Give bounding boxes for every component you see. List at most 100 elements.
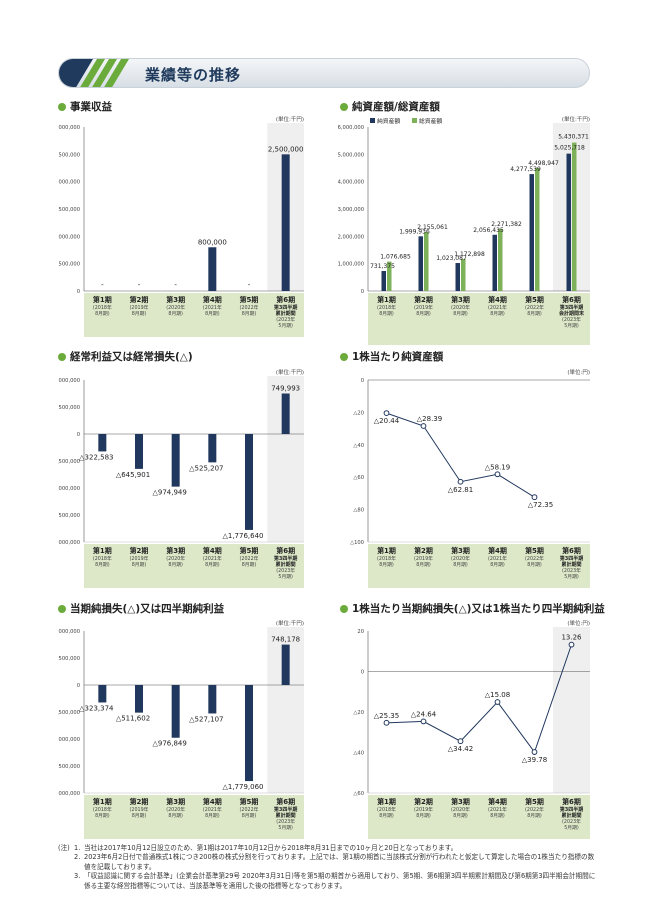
legend-label: 純資産額 [377, 117, 400, 125]
data-label: - [174, 281, 177, 289]
category-sub-label: 8月期) [490, 562, 505, 568]
data-point [457, 738, 464, 745]
data-label: △25.35 [374, 712, 399, 720]
category-label: 第6期 [562, 546, 581, 555]
bullet-dot-icon [340, 102, 348, 111]
category-sub-label: 5月期) [278, 825, 293, 831]
section-header: 業績等の推移 [58, 58, 590, 88]
category-label: 第1期 [377, 797, 396, 806]
category-sub-label: 8月期) [132, 562, 147, 568]
category-sub-label: 8月期) [379, 311, 394, 317]
category-label: 第4期 [488, 295, 507, 304]
category-sub-label: (2021年 [203, 806, 222, 813]
category-sub-label: (2021年 [203, 555, 222, 562]
category-label: 累計期間 [561, 561, 581, 568]
y-tick-label: △80 [353, 508, 364, 514]
data-point [531, 749, 538, 755]
data-label: 800,000 [198, 238, 227, 246]
y-tick-label: 1,000,000 [338, 262, 364, 268]
category-label: 累計期間 [276, 561, 296, 568]
category-sub-label: (2018年 [93, 555, 112, 562]
category-label: 第3期 [451, 546, 470, 555]
highlight-column [553, 627, 590, 793]
data-label: △39.78 [522, 756, 547, 764]
y-tick-label: △500,000 [58, 459, 80, 465]
bar-total-assets [535, 168, 540, 291]
y-tick-label: 500,000 [59, 405, 80, 411]
category-sub-label: (2022年 [525, 555, 544, 562]
category-label: 第5期 [240, 295, 259, 304]
y-tick-label: 500,000 [59, 656, 80, 662]
y-tick-label: △1,000,000 [58, 737, 80, 743]
category-sub-label: 8月期) [132, 813, 147, 819]
data-label: △62.81 [448, 486, 473, 494]
category-sub-label: 8月期) [168, 813, 183, 819]
category-sub-label: (2019年 [414, 304, 433, 311]
data-label: 5,430,371 [558, 134, 589, 141]
data-label: 731,375 [370, 263, 395, 270]
bar-total-assets [572, 142, 577, 291]
footnote-2: 2. 2023年6月2日付で普通株式1株につき200株の株式分割を行っております。… [74, 853, 595, 871]
data-label: 1,076,685 [380, 254, 411, 261]
bar [245, 685, 253, 782]
bar-net-assets [492, 234, 497, 291]
category-label: 累計期間 [561, 812, 581, 819]
y-tick-label: △500,000 [58, 710, 80, 716]
category-sub-label: 8月期) [242, 311, 257, 317]
category-sub-label: (2019年 [414, 806, 433, 813]
category-sub-label: (2021年 [488, 555, 507, 562]
category-band [368, 795, 590, 839]
category-sub-label: (2022年 [240, 304, 259, 311]
category-sub-label: 8月期) [527, 562, 542, 568]
y-tick-label: △1,500,000 [58, 764, 80, 770]
category-sub-label: (2020年 [166, 555, 185, 562]
data-point [494, 471, 501, 478]
category-label: 第4期 [203, 546, 222, 555]
y-tick-label: △60 [353, 791, 364, 797]
category-label: 第5期 [240, 797, 259, 806]
y-tick-label: 1,000,000 [58, 378, 80, 384]
data-point [494, 699, 501, 705]
category-band [84, 293, 304, 337]
footnotes: (注) 1. 当社は2017年10月12日設立のため、第1期は2017年10月12日… [58, 844, 598, 891]
category-sub-label: 8月期) [205, 311, 220, 317]
data-label: △34.42 [448, 745, 473, 753]
y-tick-label: 0 [361, 378, 364, 384]
bar-total-assets [461, 258, 466, 291]
y-tick-label: △2,000,000 [58, 540, 80, 546]
category-label: 第2期 [130, 295, 149, 304]
bar-total-assets [387, 261, 392, 291]
bullet-dot-icon [340, 352, 348, 361]
category-sub-label: 8月期) [416, 562, 431, 568]
category-sub-label: 8月期) [453, 562, 468, 568]
category-label: 会計期間末 [558, 310, 584, 317]
chart-netassets: (単位:千円) 6,000,000 5,000,000 4,000,000 3,000,… [338, 115, 590, 345]
y-tick-label: 5,000,000 [338, 152, 364, 158]
data-label: - [101, 281, 104, 289]
category-sub-label: 5月期) [564, 574, 579, 580]
data-label: △525,207 [189, 464, 223, 472]
category-sub-label: 8月期) [416, 813, 431, 819]
bar [171, 685, 180, 738]
y-tick-label: 3,000,000 [58, 125, 80, 131]
data-label: △645,901 [116, 471, 150, 479]
category-sub-label: (2021年 [488, 304, 507, 311]
category-label: 第5期 [525, 295, 544, 304]
category-sub-label: (2019年 [130, 304, 149, 311]
category-sub-label: (2023年 [562, 567, 581, 574]
data-label: - [138, 281, 141, 289]
y-tick-label: △40 [353, 443, 364, 449]
category-sub-label: (2018年 [93, 806, 112, 813]
data-point [568, 641, 575, 648]
chart-title-netassets: 純資産額/総資産額 [340, 99, 440, 114]
bar [208, 247, 217, 291]
category-sub-label: 8月期) [490, 311, 505, 317]
bar [208, 685, 217, 714]
category-label: 第2期 [414, 295, 433, 304]
category-sub-label: 8月期) [95, 813, 110, 819]
bar [135, 685, 143, 713]
bar-net-assets [566, 153, 571, 291]
y-tick-label: 2,000,000 [338, 234, 364, 240]
category-label: 第4期 [203, 295, 222, 304]
category-sub-label: (2019年 [130, 555, 149, 562]
